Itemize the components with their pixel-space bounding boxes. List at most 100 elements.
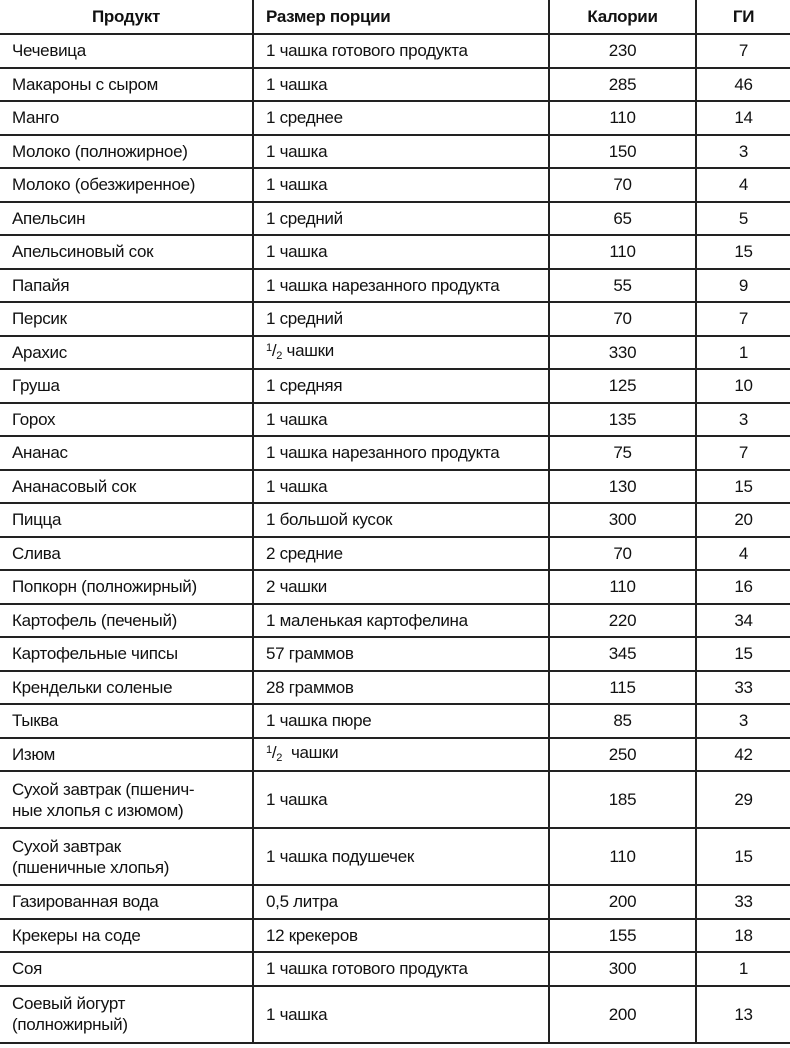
gi-cell: 15 [695, 637, 790, 672]
gi-cell: 4 [695, 536, 790, 571]
product-cell: Слива [0, 536, 253, 571]
portion-cell: 1 чашка нарезанного продукта [252, 268, 549, 303]
calories-cell: 200 [548, 885, 696, 920]
product-cell: Апельсиновый сок [0, 235, 253, 270]
gi-cell: 15 [695, 469, 790, 504]
header-row: Продукт Размер порции Калории ГИ [0, 0, 790, 35]
calories-cell: 345 [548, 637, 696, 672]
calories-cell: 70 [548, 302, 696, 337]
table-row: Картофельные чипсы 57 граммов 345 15 [0, 637, 790, 672]
calories-cell: 70 [548, 168, 696, 203]
calories-cell: 130 [548, 469, 696, 504]
gi-cell: 5 [695, 201, 790, 236]
portion-cell: 12 крекеров [252, 918, 549, 953]
product-cell: Соевый йогурт (полножирный) [0, 985, 253, 1044]
product-cell: Тыква [0, 704, 253, 739]
gi-cell: 9 [695, 268, 790, 303]
table-row: Персик 1 средний 70 7 [0, 302, 790, 337]
portion-cell: 1 чашка готового продукта [252, 952, 549, 987]
header-calories: Калории [548, 0, 696, 35]
product-cell: Крекеры на соде [0, 918, 253, 953]
product-cell: Попкорн (полножирный) [0, 570, 253, 605]
portion-cell: 1/2 чашки [252, 335, 549, 370]
portion-cell: 1 среднее [252, 101, 549, 136]
table-row: Соевый йогурт (полножирный) 1 чашка 200 13 [0, 985, 790, 1044]
portion-cell: 1 чашка подушечек [252, 828, 549, 886]
portion-cell: 1 большой кусок [252, 503, 549, 538]
table-row: Газированная вода 0,5 литра 200 33 [0, 885, 790, 920]
portion-cell: 1 маленькая картофелина [252, 603, 549, 638]
table-row: Сухой завтрак (пшеничные хлопья) 1 чашка п… [0, 828, 790, 886]
product-cell: Чечевица [0, 34, 253, 69]
calories-cell: 65 [548, 201, 696, 236]
gi-cell: 29 [695, 771, 790, 829]
portion-cell: 1 средняя [252, 369, 549, 404]
product-cell: Персик [0, 302, 253, 337]
product-cell: Молоко (полножирное) [0, 134, 253, 169]
table-row: Горох 1 чашка 135 3 [0, 402, 790, 437]
calories-cell: 300 [548, 503, 696, 538]
product-cell: Сухой завтрак (пшеничные хлопья) [0, 828, 253, 886]
header-product: Продукт [0, 0, 253, 35]
calories-cell: 55 [548, 268, 696, 303]
table-row: Макароны с сыром 1 чашка 285 46 [0, 67, 790, 102]
gi-cell: 15 [695, 828, 790, 886]
table-row: Сухой завтрак (пшенич-ные хлопья с изюмо… [0, 771, 790, 829]
table-row: Слива 2 средние 70 4 [0, 536, 790, 571]
portion-cell: 1 чашка [252, 402, 549, 437]
table-row: Молоко (обезжиренное) 1 чашка 70 4 [0, 168, 790, 203]
calories-cell: 110 [548, 235, 696, 270]
gi-cell: 34 [695, 603, 790, 638]
portion-cell: 2 средние [252, 536, 549, 571]
gi-cell: 4 [695, 168, 790, 203]
portion-cell: 2 чашки [252, 570, 549, 605]
table-row: Манго 1 среднее 110 14 [0, 101, 790, 136]
table-row: Соя 1 чашка готового продукта 300 1 [0, 952, 790, 987]
portion-cell: 1 чашка [252, 134, 549, 169]
gi-cell: 7 [695, 436, 790, 471]
product-cell: Картофель (печеный) [0, 603, 253, 638]
calories-cell: 300 [548, 952, 696, 987]
gi-cell: 10 [695, 369, 790, 404]
product-cell: Манго [0, 101, 253, 136]
calories-cell: 220 [548, 603, 696, 638]
gi-cell: 1 [695, 952, 790, 987]
gi-cell: 16 [695, 570, 790, 605]
gi-cell: 20 [695, 503, 790, 538]
calories-cell: 85 [548, 704, 696, 739]
table-row: Пицца 1 большой кусок 300 20 [0, 503, 790, 538]
calories-cell: 250 [548, 737, 696, 772]
calories-cell: 230 [548, 34, 696, 69]
gi-cell: 13 [695, 985, 790, 1044]
gi-cell: 7 [695, 302, 790, 337]
product-cell: Арахис [0, 335, 253, 370]
portion-cell: 1/2 чашки [252, 737, 549, 772]
table-row: Тыква 1 чашка пюре 85 3 [0, 704, 790, 739]
gi-cell: 7 [695, 34, 790, 69]
portion-cell: 1 чашка готового продукта [252, 34, 549, 69]
table-row: Чечевица 1 чашка готового продукта 230 7 [0, 34, 790, 69]
gi-cell: 14 [695, 101, 790, 136]
portion-cell: 1 средний [252, 302, 549, 337]
product-cell: Пицца [0, 503, 253, 538]
portion-cell: 1 средний [252, 201, 549, 236]
portion-cell: 0,5 литра [252, 885, 549, 920]
gi-cell: 33 [695, 670, 790, 705]
product-cell: Ананас [0, 436, 253, 471]
product-cell: Папайя [0, 268, 253, 303]
table-row: Изюм 1/2 чашки 250 42 [0, 737, 790, 772]
product-cell: Изюм [0, 737, 253, 772]
portion-cell: 28 граммов [252, 670, 549, 705]
gi-cell: 3 [695, 402, 790, 437]
header-portion: Размер порции [252, 0, 549, 35]
table-row: Папайя 1 чашка нарезанного продукта 55 9 [0, 268, 790, 303]
portion-cell: 1 чашка [252, 235, 549, 270]
table-row: Ананасовый сок 1 чашка 130 15 [0, 469, 790, 504]
calories-cell: 150 [548, 134, 696, 169]
table-row: Попкорн (полножирный) 2 чашки 110 16 [0, 570, 790, 605]
product-cell: Апельсин [0, 201, 253, 236]
gi-cell: 46 [695, 67, 790, 102]
calories-cell: 285 [548, 67, 696, 102]
table-row: Картофель (печеный) 1 маленькая картофели… [0, 603, 790, 638]
